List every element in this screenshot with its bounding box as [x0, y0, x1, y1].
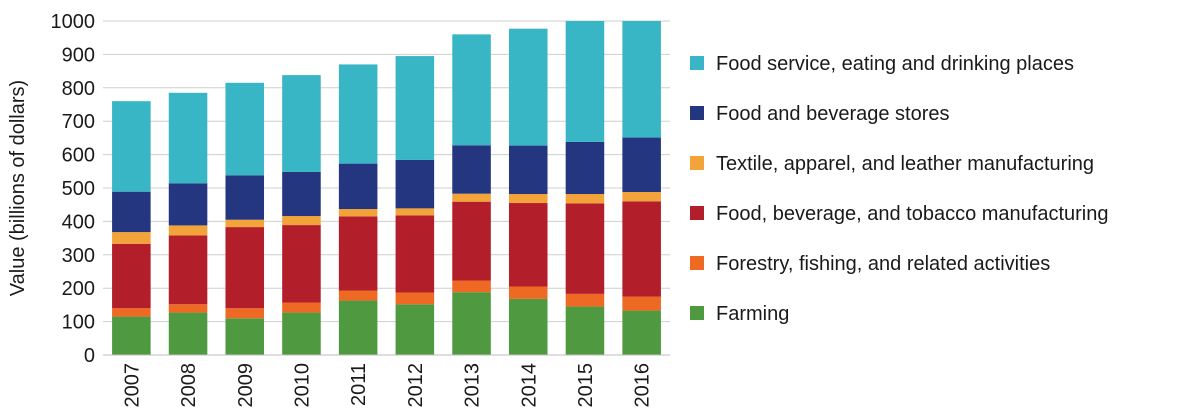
legend: Food service, eating and drinking places… — [690, 53, 1108, 325]
bar-segment — [508, 298, 548, 355]
bar-segment — [622, 21, 661, 138]
bar-segment — [112, 232, 151, 244]
legend-label: Food, beverage, and tobacco manufacturin… — [716, 203, 1108, 225]
legend-label: Farming — [716, 303, 789, 325]
legend-swatch — [690, 106, 704, 120]
bar-segment — [168, 304, 208, 313]
bar-segment — [565, 306, 605, 355]
bar-segment — [225, 219, 265, 228]
x-tick-label: 2014 — [518, 363, 540, 408]
bar-segment — [622, 310, 661, 355]
bar-segment — [282, 302, 321, 313]
x-tick-label: 2007 — [121, 363, 143, 408]
bar-segment — [112, 316, 151, 355]
bar-segment — [565, 194, 605, 204]
legend-swatch — [690, 206, 704, 220]
legend-label: Food service, eating and drinking places — [716, 53, 1074, 75]
bar-segment — [112, 308, 151, 317]
legend-swatch — [690, 256, 704, 270]
bar-segment — [395, 208, 435, 216]
bars — [112, 21, 661, 355]
x-tick-label: 2012 — [405, 363, 427, 408]
y-tick-label: 700 — [62, 111, 95, 133]
legend-swatch — [690, 306, 704, 320]
y-tick-label: 100 — [62, 312, 95, 334]
bar-segment — [508, 286, 548, 299]
bar-segment — [452, 280, 491, 293]
bar-segment — [225, 175, 265, 220]
bar-segment — [565, 21, 605, 142]
bar-segment — [112, 191, 151, 233]
x-tick-label: 2013 — [462, 363, 484, 408]
x-tick-label: 2009 — [235, 363, 257, 408]
bar-segment — [168, 312, 208, 355]
bar-segment — [622, 137, 661, 193]
bar-segment — [508, 145, 548, 195]
bar-segment — [112, 243, 151, 309]
y-tick-label: 600 — [62, 145, 95, 167]
bar-segment — [452, 201, 491, 281]
bar-segment — [338, 209, 378, 217]
bar-segment — [282, 312, 321, 355]
legend-swatch — [690, 56, 704, 70]
bar-segment — [395, 56, 435, 160]
bar-segment — [565, 141, 605, 195]
legend-label: Forestry, fishing, and related activitie… — [716, 253, 1050, 275]
bar-segment — [622, 192, 661, 202]
y-tick-label: 300 — [62, 245, 95, 267]
bar-segment — [112, 101, 151, 192]
bar-segment — [395, 215, 435, 293]
bar-segment — [338, 64, 378, 164]
bar-segment — [452, 193, 491, 202]
bar-segment — [508, 203, 548, 287]
y-tick-label: 800 — [62, 78, 95, 100]
y-tick-label: 0 — [84, 345, 95, 367]
bar-segment — [452, 145, 491, 194]
y-axis-label: Value (billions of dollars) — [7, 80, 29, 296]
bar-segment — [338, 290, 378, 301]
x-tick-label: 2011 — [348, 363, 370, 406]
bar-segment — [225, 227, 265, 309]
bar-segment — [168, 235, 208, 305]
bar-segment — [225, 318, 265, 355]
bar-segment — [565, 293, 605, 307]
x-tick-label: 2008 — [178, 363, 200, 408]
bar-segment — [395, 159, 435, 209]
bar-segment — [338, 216, 378, 291]
bar-segment — [452, 34, 491, 146]
bar-segment — [338, 163, 378, 210]
bar-segment — [282, 171, 321, 217]
y-tick-label: 1000 — [51, 11, 96, 33]
bar-segment — [282, 75, 321, 172]
bar-segment — [168, 183, 208, 226]
bar-segment — [508, 194, 548, 204]
bar-segment — [225, 308, 265, 319]
x-tick-label: 2010 — [291, 363, 313, 408]
legend-swatch — [690, 156, 704, 170]
bar-segment — [622, 296, 661, 311]
bar-segment — [452, 292, 491, 355]
bar-segment — [508, 28, 548, 146]
bar-segment — [622, 201, 661, 297]
bar-segment — [338, 300, 378, 355]
bar-segment — [225, 82, 265, 176]
y-tick-label: 200 — [62, 278, 95, 300]
legend-label: Textile, apparel, and leather manufactur… — [716, 153, 1094, 175]
x-tick-label: 2016 — [632, 363, 654, 408]
y-tick-label: 400 — [62, 211, 95, 233]
bar-segment — [565, 203, 605, 294]
bar-segment — [395, 304, 435, 355]
bar-segment — [168, 92, 208, 184]
y-tick-label: 900 — [62, 44, 95, 66]
y-tick-label: 500 — [62, 178, 95, 200]
bar-segment — [395, 292, 435, 305]
legend-label: Food and beverage stores — [716, 103, 950, 125]
x-tick-label: 2015 — [575, 363, 597, 408]
bar-segment — [168, 225, 208, 236]
bar-segment — [282, 225, 321, 303]
bar-segment — [282, 216, 321, 226]
axes: Value (billions of dollars) 0 100 200 300 40… — [7, 11, 670, 408]
